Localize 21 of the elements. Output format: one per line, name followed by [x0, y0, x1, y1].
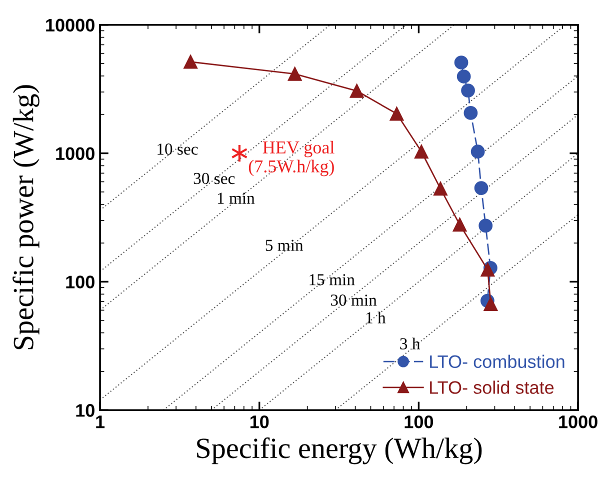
- y-tick-label: 10000: [46, 18, 94, 32]
- annotation: 30 min: [330, 294, 377, 306]
- annotation: 30 sec: [194, 172, 235, 184]
- legend-label: LTO- combustion: [430, 354, 564, 368]
- x-axis-title: Specific energy (Wh/kg): [197, 437, 482, 464]
- x-tick-label: 1: [96, 416, 105, 428]
- annotation: 5 min: [266, 240, 304, 251]
- annotation: 1 min: [218, 192, 255, 204]
- x-tick-label: 100: [404, 415, 434, 428]
- x-tick-label: 1000: [559, 415, 598, 428]
- x-tick-label: 10: [250, 415, 269, 428]
- y-axis-title: Specific power (W/kg): [12, 85, 40, 350]
- legend-label: LTO- solid state: [430, 380, 554, 394]
- annotation: 3 h: [400, 338, 420, 350]
- annotation: 15 min: [310, 274, 355, 286]
- y-tick-label: 1000: [56, 147, 94, 160]
- annotation: HEV goal (7.5W.h/kg): [248, 140, 334, 176]
- annotation: 1 h: [366, 312, 386, 324]
- y-tick-label: 100: [66, 276, 94, 288]
- y-tick-label: 10: [76, 404, 94, 417]
- annotation: 10 sec: [158, 143, 198, 155]
